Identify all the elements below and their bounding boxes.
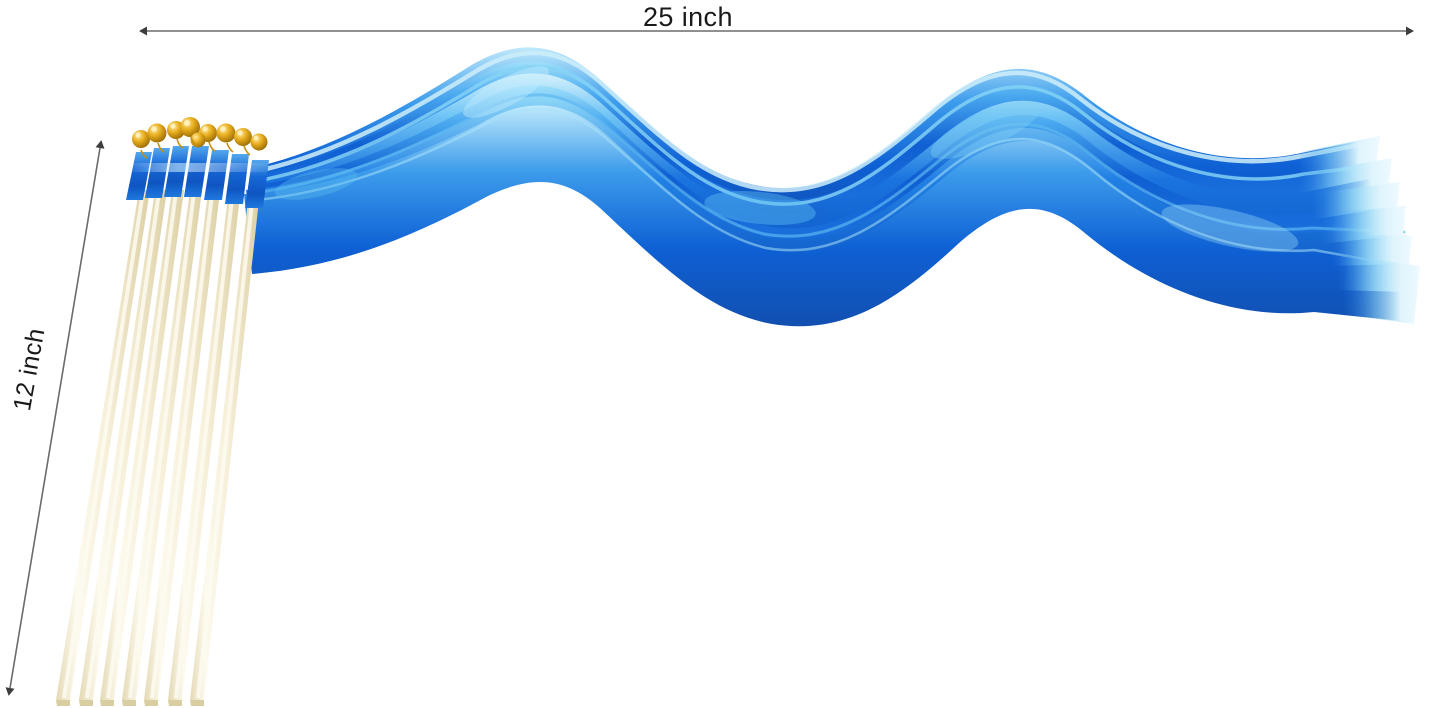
wand-stick <box>168 196 240 706</box>
ribbon-sparkle-2 <box>704 191 816 225</box>
ribbon-strand-1 <box>252 47 1378 231</box>
gold-bell <box>250 133 268 151</box>
ribbon-highlight-4 <box>254 107 1416 270</box>
wand-stick <box>122 190 202 706</box>
ribbon-highlight-group <box>254 50 1416 270</box>
gold-bell <box>234 128 252 146</box>
wand-stick <box>190 200 259 706</box>
ribbon-sparkle-4 <box>1161 204 1299 252</box>
height-dimension-arrow <box>5 140 105 696</box>
gold-bell <box>147 123 167 143</box>
wand-stick <box>144 192 220 706</box>
ribbon-wrap <box>204 150 229 200</box>
gold-bell-highlight-group <box>135 120 259 141</box>
gold-bell-group <box>132 117 268 159</box>
ribbon-wrap <box>145 148 170 198</box>
ribbon-strand-6 <box>244 105 1418 327</box>
dimension-annotation-group <box>5 26 1414 696</box>
ribbon-highlight-3 <box>258 93 1406 238</box>
gold-bell-loop-group <box>140 136 251 159</box>
gold-bell <box>216 123 236 143</box>
ribbon-sparkle-1 <box>463 66 549 118</box>
ribbon-tip-group <box>1296 136 1420 324</box>
ribbon-wrap-group <box>126 146 276 208</box>
ribbon-wrap-sheen <box>126 163 276 172</box>
wand-stick-group <box>56 190 259 706</box>
ribbon-sparkle-3 <box>930 101 1042 159</box>
ribbon-sparkle-5 <box>274 168 358 200</box>
ribbon-highlight-1 <box>259 50 1377 193</box>
wand-stick <box>100 190 184 706</box>
ribbon-streamer-group <box>244 47 1420 327</box>
ribbon-tip-6 <box>1342 256 1420 324</box>
gold-bell <box>132 130 150 148</box>
width-dimension-label: 25 inch <box>643 2 733 32</box>
ribbon-sparkle-group <box>274 66 1299 252</box>
ribbon-highlight-2 <box>260 65 1390 206</box>
